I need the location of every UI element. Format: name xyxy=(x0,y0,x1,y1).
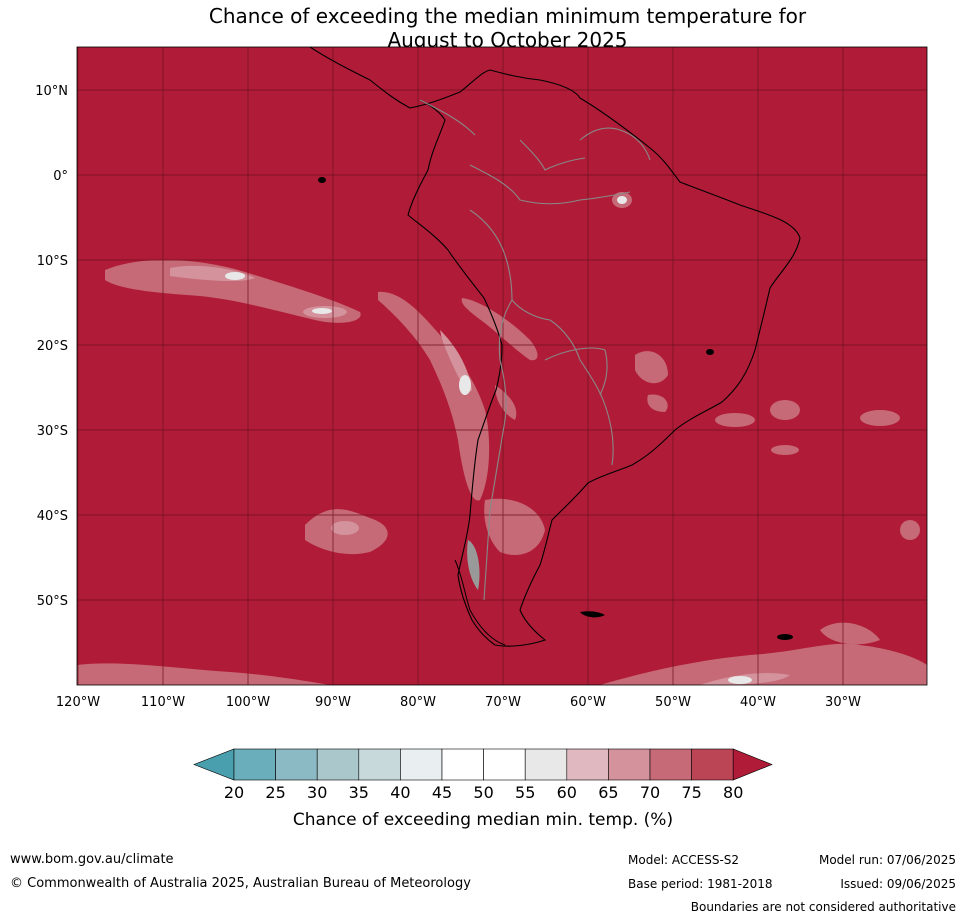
colorbar-label: Chance of exceeding median min. temp. (%… xyxy=(293,810,673,830)
islands xyxy=(318,177,793,640)
lon-label-80w: 80°W xyxy=(400,695,436,710)
colorbar-tick-label: 70 xyxy=(640,783,660,802)
lon-label-50w: 50°W xyxy=(655,695,691,710)
colorbar-tick-label: 65 xyxy=(598,783,618,802)
colorbar-tick-label: 60 xyxy=(557,783,577,802)
shading-southern-band xyxy=(77,663,330,685)
lon-label-60w: 60°W xyxy=(570,695,606,710)
footer-base-period: Base period: 1981-2018 xyxy=(628,877,773,891)
colorbar-tick-label: 30 xyxy=(307,783,327,802)
footer-model-run: Model run: 07/06/2025 xyxy=(818,853,956,867)
lat-label-40s: 40°S xyxy=(37,509,68,524)
forecast-anomaly-shading xyxy=(77,192,927,685)
colorbar-tick-labels: 20 25 30 35 40 45 50 55 60 65 70 75 80 xyxy=(224,783,744,802)
lon-label-70w: 70°W xyxy=(485,695,521,710)
colorbar-tick-label: 80 xyxy=(723,783,743,802)
colorbar-segment xyxy=(691,748,734,781)
colorbar-tick-label: 35 xyxy=(349,783,369,802)
lat-label-20s: 20°S xyxy=(37,339,68,354)
colorbar-segment xyxy=(524,748,568,781)
coastlines xyxy=(309,47,801,647)
lat-label-10n: 10°N xyxy=(35,84,68,99)
colorbar-tick-label: 75 xyxy=(681,783,701,802)
lon-label-90w: 90°W xyxy=(315,695,351,710)
colorbar-segment xyxy=(566,748,609,781)
shading-pacific-spot xyxy=(225,272,245,280)
lat-label-30s: 30°S xyxy=(37,424,68,439)
longitude-labels: 120°W 110°W 100°W 90°W 80°W 70°W 60°W 50… xyxy=(56,695,861,710)
colorbar-tick-label: 40 xyxy=(390,783,410,802)
lon-label-120w: 120°W xyxy=(56,695,100,710)
lon-label-40w: 40°W xyxy=(740,695,776,710)
colorbar-extend-low xyxy=(193,748,235,781)
colorbar-tick-label: 55 xyxy=(515,783,535,802)
footer-issued: Issued: 09/06/2025 xyxy=(840,877,956,891)
footer-url[interactable]: www.bom.gov.au/climate xyxy=(10,852,174,867)
colorbar-segment xyxy=(316,748,360,781)
lat-label-10s: 10°S xyxy=(37,254,68,269)
map-background xyxy=(77,47,927,685)
colorbar-tick-label: 25 xyxy=(265,783,285,802)
colorbar-segment xyxy=(441,748,484,781)
colorbar-tick-label: 45 xyxy=(432,783,452,802)
colorbar-tick-label: 50 xyxy=(473,783,493,802)
chart-title: Chance of exceeding the median minimum t… xyxy=(0,4,965,52)
colorbar-segment xyxy=(233,748,276,781)
lon-label-110w: 110°W xyxy=(141,695,185,710)
shading-pacific-band xyxy=(105,260,361,323)
footer-copyright: © Commonwealth of Australia 2025, Austra… xyxy=(10,876,471,891)
colorbar-segment xyxy=(275,748,318,781)
lat-label-50s: 50°S xyxy=(37,594,68,609)
colorbar-segment xyxy=(483,748,526,781)
south-america-coastline xyxy=(309,47,801,647)
lon-label-100w: 100°W xyxy=(226,695,270,710)
colorbar-segment xyxy=(358,748,401,781)
colorbar-extend-high xyxy=(732,748,773,781)
shading-andes xyxy=(378,291,490,501)
lat-label-0: 0° xyxy=(53,169,68,184)
title-line-1: Chance of exceeding the median minimum t… xyxy=(208,4,807,28)
colorbar-segment xyxy=(608,748,651,781)
footer-model: Model: ACCESS-S2 xyxy=(628,853,740,867)
colorbar-segment xyxy=(649,748,692,781)
colorbar-tick-label: 20 xyxy=(224,783,244,802)
lon-label-30w: 30°W xyxy=(825,695,861,710)
latitude-labels: 10°N 0° 10°S 20°S 30°S 40°S 50°S xyxy=(35,84,68,609)
colorbar xyxy=(193,748,773,781)
map-frame xyxy=(76,46,928,686)
colorbar-segment xyxy=(400,748,443,781)
country-borders xyxy=(419,99,651,601)
footer-disclaimer: Boundaries are not considered authoritat… xyxy=(690,900,956,914)
